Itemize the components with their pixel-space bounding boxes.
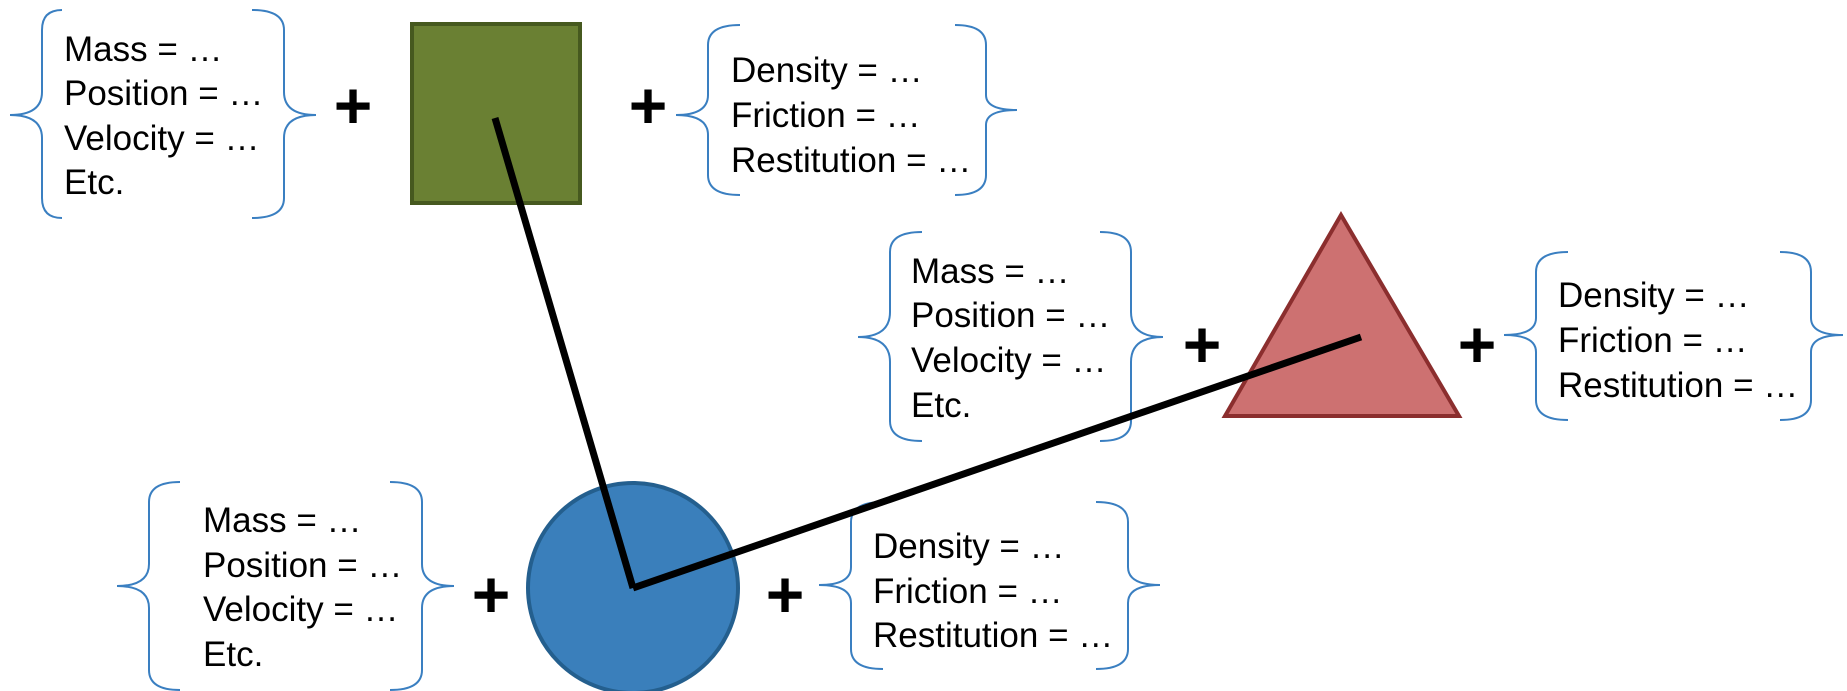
fixture-props-left-brace [1503,251,1569,421]
fixture-prop-density: Density = … [1558,276,1750,315]
triangle-shape [1221,211,1463,418]
plus-sign: + [334,68,373,142]
body-props-right-brace [389,481,455,691]
body-prop-position: Position = … [64,74,263,113]
body-props-right-brace [1099,231,1164,442]
body-prop-mass: Mass = … [203,501,362,540]
fixture-props-right-brace [1095,501,1161,670]
joint-line-circle-triangle [631,333,1363,592]
fixture-prop-friction: Friction = … [731,96,921,135]
fixture-prop-restitution: Restitution = … [873,616,1113,655]
body-prop-position: Position = … [203,546,402,585]
fixture-props-right-brace [1779,251,1844,421]
plus-sign: + [1458,307,1497,381]
plus-sign: + [629,68,668,142]
body-prop-velocity: Velocity = … [203,590,399,629]
fixture-prop-density: Density = … [873,527,1065,566]
body-prop-velocity: Velocity = … [64,119,260,158]
fixture-prop-restitution: Restitution = … [731,141,971,180]
body-props-left-brace [9,9,63,219]
fixture-prop-friction: Friction = … [1558,321,1748,360]
body-prop-velocity: Velocity = … [911,341,1107,380]
body-props-left-brace [857,231,923,442]
triangle-body-group: Mass = … Position = … Velocity = … Etc. … [857,211,1844,442]
square-shape [410,22,582,205]
plus-sign: + [1183,307,1222,381]
body-prop-etc: Etc. [911,386,971,425]
body-props-right-brace [251,9,317,219]
body-prop-etc: Etc. [203,635,263,674]
plus-sign: + [766,557,805,631]
body-prop-etc: Etc. [64,163,124,202]
fixture-props-left-brace [675,24,741,196]
body-props-left-brace [116,481,181,691]
body-prop-mass: Mass = … [64,30,223,69]
fixture-prop-density: Density = … [731,51,923,90]
fixture-props-right-brace [954,24,1018,196]
fixture-prop-restitution: Restitution = … [1558,366,1798,405]
body-prop-position: Position = … [911,296,1110,335]
square-body-group: Mass = … Position = … Velocity = … Etc. … [9,9,1018,219]
body-prop-mass: Mass = … [911,252,1070,291]
joints [491,117,1363,592]
joint-line-square-circle [491,117,637,589]
fixture-prop-friction: Friction = … [873,572,1063,611]
plus-sign: + [472,557,511,631]
